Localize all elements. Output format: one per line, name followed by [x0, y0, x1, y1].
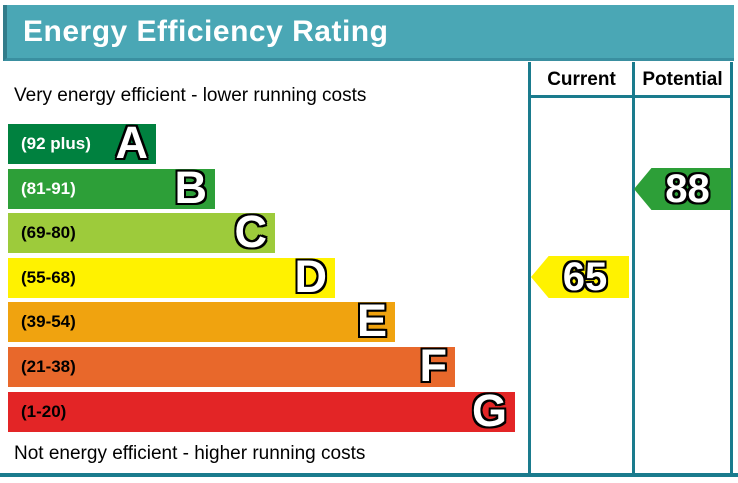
chart-bottom-border: [0, 473, 738, 477]
top-note: Very energy efficient - lower running co…: [14, 85, 367, 106]
potential-rating-value: 88: [665, 167, 710, 211]
band-f-range: (21-38): [21, 357, 76, 376]
band-g-letter: G: [471, 385, 507, 436]
table-line-left: [528, 62, 531, 477]
band-c-letter: C: [234, 206, 268, 257]
bottom-note: Not energy efficient - higher running co…: [14, 443, 366, 464]
table-line-right: [730, 62, 733, 477]
current-rating-arrow: 65: [531, 256, 629, 298]
band-b: (81-91) B: [8, 165, 215, 211]
band-e-range: (39-54): [21, 312, 76, 331]
band-e: (39-54) E: [8, 298, 395, 344]
current-column-header: Current: [547, 69, 616, 90]
band-a-range: (92 plus): [21, 134, 91, 153]
band-a-letter: A: [115, 117, 149, 168]
band-d: (55-68) D: [8, 254, 335, 300]
band-f: (21-38) F: [8, 343, 455, 389]
band-d-letter: D: [294, 251, 328, 302]
table-line-middle: [632, 62, 635, 477]
chart-title-bar: Energy Efficiency Rating: [3, 5, 734, 61]
band-g-range: (1-20): [21, 402, 67, 421]
potential-rating-arrow: 88: [634, 168, 731, 210]
band-c-range: (69-80): [21, 223, 76, 242]
band-e-letter: E: [356, 295, 387, 346]
band-a: (92 plus) A: [8, 120, 156, 166]
band-d-range: (55-68): [21, 268, 76, 287]
band-c: (69-80) C: [8, 209, 275, 255]
band-g: (1-20) G: [8, 388, 515, 434]
header-underline: [528, 95, 733, 98]
band-b-range: (81-91): [21, 179, 76, 198]
chart-title: Energy Efficiency Rating: [23, 14, 389, 48]
band-f-letter: F: [419, 340, 448, 391]
current-rating-value: 65: [562, 255, 608, 299]
band-b-letter: B: [174, 162, 208, 213]
potential-column-header: Potential: [642, 69, 723, 90]
